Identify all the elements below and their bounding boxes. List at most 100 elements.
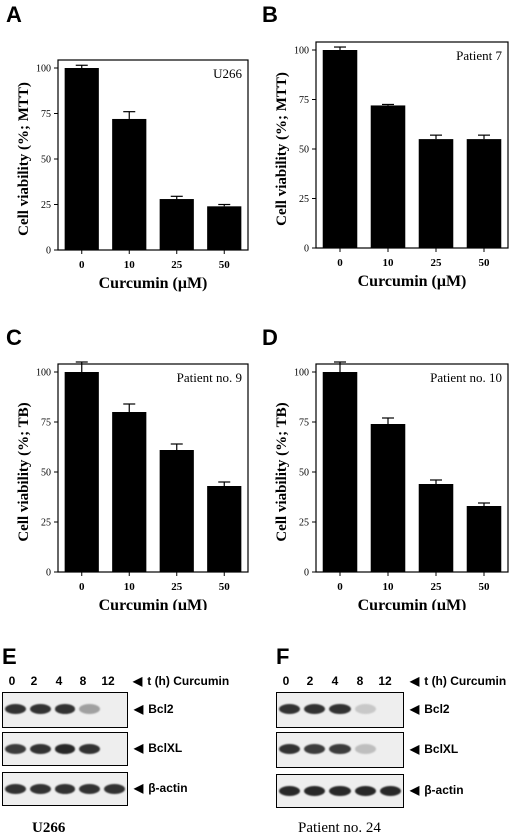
lane-label: 2 bbox=[306, 674, 314, 688]
x-tick-label: 0 bbox=[337, 581, 343, 593]
panel-label: D bbox=[262, 325, 278, 350]
blot-row-label: Bcl2 bbox=[134, 702, 173, 716]
y-tick-label: 100 bbox=[294, 368, 309, 379]
chart-panel-d: D Patient no. 10 0 25 50 75 100 0 10 25 50 Curcumin… bbox=[262, 325, 509, 610]
inset-label: Patient no. 9 bbox=[177, 370, 242, 385]
y-tick-label: 0 bbox=[304, 568, 309, 579]
x-tick-label: 0 bbox=[79, 259, 85, 271]
inset-label: U266 bbox=[213, 66, 242, 81]
blot-band bbox=[29, 784, 51, 794]
blot-strip-actin bbox=[2, 772, 128, 806]
blot-band bbox=[54, 784, 76, 794]
y-tick-label: 0 bbox=[304, 244, 309, 255]
blot-band bbox=[29, 704, 51, 714]
plot-frame bbox=[315, 363, 509, 573]
y-tick-label: 75 bbox=[299, 418, 309, 429]
blot-band bbox=[79, 744, 101, 754]
blot-band bbox=[29, 744, 51, 754]
inset-label: Patient no. 10 bbox=[430, 370, 502, 385]
y-tick-label: 100 bbox=[294, 46, 309, 57]
blot-band bbox=[279, 786, 301, 796]
blot-band bbox=[304, 704, 326, 714]
blot-band bbox=[5, 784, 26, 794]
bar bbox=[418, 484, 454, 572]
blot-band bbox=[54, 704, 76, 714]
panel-label: B bbox=[262, 2, 278, 27]
lane-label: 8 bbox=[79, 674, 87, 688]
blot-caption: Patient no. 24 bbox=[298, 820, 381, 836]
blot-band bbox=[354, 744, 376, 754]
x-tick-label: 25 bbox=[171, 259, 183, 271]
blot-row-label: β-actin bbox=[134, 781, 187, 795]
lane-label: 0 bbox=[8, 674, 16, 688]
chart-panel-c: C Patient no. 9 0 25 50 75 100 0 10 25 50 Curcumin … bbox=[6, 325, 249, 610]
blot-band bbox=[304, 744, 326, 754]
y-tick-label: 75 bbox=[41, 418, 51, 429]
blot-band bbox=[329, 786, 351, 796]
y-tick-label: 75 bbox=[299, 95, 309, 106]
bar bbox=[370, 105, 406, 248]
blot-band bbox=[379, 786, 401, 796]
chart-panel-a: A U266 0 25 50 75 100 0 10 25 50 Curcumin (μM) Cell … bbox=[6, 2, 249, 292]
blot-strip-bclxl bbox=[276, 732, 404, 768]
y-tick-label: 0 bbox=[46, 568, 51, 579]
lane-label: 2 bbox=[30, 674, 38, 688]
blot-caption: U266 bbox=[32, 820, 66, 836]
bar bbox=[207, 206, 242, 250]
bar bbox=[370, 424, 406, 572]
blot-row-label: β-actin bbox=[410, 783, 463, 797]
x-tick-label: 25 bbox=[431, 581, 443, 593]
blot-band bbox=[279, 704, 301, 714]
y-tick-label: 0 bbox=[46, 246, 51, 257]
x-tick-label: 0 bbox=[337, 257, 343, 269]
y-tick-label: 100 bbox=[36, 368, 51, 379]
blot-strip-bclxl bbox=[2, 732, 128, 766]
bar bbox=[466, 506, 502, 572]
blot-band bbox=[354, 704, 376, 714]
y-tick-label: 50 bbox=[299, 145, 309, 156]
x-tick-label: 10 bbox=[383, 257, 395, 269]
blot-strip-bcl2 bbox=[276, 692, 404, 728]
bar bbox=[418, 139, 454, 248]
chart-panel-b: B Patient 7 0 25 50 75 100 0 10 25 50 Curcumin (μM)… bbox=[262, 2, 509, 290]
y-tick-label: 25 bbox=[41, 518, 51, 529]
x-axis-label: Curcumin (μM) bbox=[358, 597, 467, 610]
panel-label: C bbox=[6, 325, 22, 350]
y-tick-label: 25 bbox=[299, 194, 309, 205]
y-tick-label: 25 bbox=[299, 518, 309, 529]
lane-label: 12 bbox=[378, 674, 392, 688]
panel-label-e: E bbox=[2, 644, 17, 669]
bar bbox=[64, 68, 99, 250]
y-axis-label: Cell viability (%; TB) bbox=[16, 402, 32, 541]
plot-frame bbox=[315, 41, 509, 249]
panel-label-f: F bbox=[276, 644, 290, 669]
blot-panel-e: E 0 2 4 8 12 t (h) Curcumin Bcl2 BclXL β… bbox=[0, 640, 260, 840]
x-tick-label: 50 bbox=[219, 259, 231, 271]
blot-band bbox=[79, 704, 101, 714]
bar bbox=[159, 199, 194, 250]
x-tick-label: 10 bbox=[124, 259, 136, 271]
y-tick-label: 50 bbox=[41, 468, 51, 479]
x-tick-label: 0 bbox=[79, 581, 85, 593]
bar bbox=[322, 50, 358, 248]
bar bbox=[112, 412, 147, 572]
inset-label: Patient 7 bbox=[456, 48, 502, 63]
blot-band bbox=[354, 786, 376, 796]
blot-panel-f: F 0 2 4 8 12 t (h) Curcumin Bcl2 BclXL β… bbox=[270, 640, 520, 840]
blot-strip-actin bbox=[276, 774, 404, 808]
bar bbox=[322, 372, 358, 572]
x-axis-label: Curcumin (μM) bbox=[99, 275, 208, 292]
bar bbox=[112, 118, 147, 251]
blot-band bbox=[279, 744, 301, 754]
y-axis-label: Cell viability (%; MTT) bbox=[274, 72, 290, 226]
x-tick-label: 10 bbox=[383, 581, 395, 593]
blot-band bbox=[79, 784, 101, 794]
lane-label: 12 bbox=[101, 674, 115, 688]
blot-row-label: BclXL bbox=[134, 741, 182, 755]
lane-label: 8 bbox=[356, 674, 364, 688]
blot-band bbox=[104, 784, 125, 794]
x-axis-label: Curcumin (μM) bbox=[358, 273, 467, 290]
blot-band bbox=[329, 744, 351, 754]
y-axis-label: Cell viability (%; TB) bbox=[274, 402, 290, 541]
x-tick-label: 10 bbox=[124, 581, 136, 593]
